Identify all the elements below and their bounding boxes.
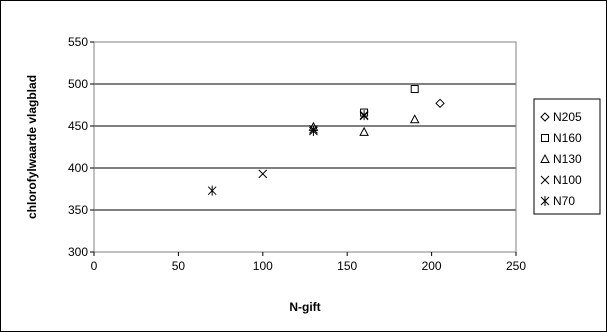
- legend-label-n100: N100: [553, 173, 582, 187]
- legend-label-n205: N205: [553, 110, 582, 124]
- x-tick-label: 0: [91, 259, 98, 273]
- legend: N205 N160 N130 N100 N70: [533, 98, 601, 215]
- y-axis-title: chlorofylwaarde vlagblad: [25, 75, 39, 219]
- x-tick-label: 100: [253, 259, 273, 273]
- x-tick-label: 50: [172, 259, 186, 273]
- x-tick-labels: 0 50 100 150 200 250: [91, 252, 526, 273]
- x-axis-title: N-gift: [289, 300, 320, 314]
- legend-label-n130: N130: [553, 152, 582, 166]
- data-point-n160: [410, 85, 419, 94]
- x-tick-label: 250: [506, 259, 526, 273]
- y-tick-label: 550: [68, 35, 88, 49]
- legend-marker-n160: [541, 134, 549, 142]
- y-tick-label: 400: [68, 161, 88, 175]
- legend-marker-n70: [540, 196, 550, 206]
- data-points: [207, 85, 445, 196]
- legend-label-n160: N160: [553, 131, 582, 145]
- y-tick-labels: 300 350 400 450 500 550: [68, 35, 94, 259]
- data-point-n205: [435, 98, 445, 109]
- legend-marker-n100: [540, 175, 550, 185]
- data-point-n130: [359, 126, 369, 136]
- data-point-n100: [258, 169, 268, 179]
- plot-area: [93, 41, 517, 253]
- legend-marker-n130: [540, 153, 550, 163]
- y-tick-label: 450: [68, 119, 88, 133]
- x-tick-label: 200: [422, 259, 442, 273]
- legend-box: [533, 98, 601, 215]
- x-tick-label: 150: [337, 259, 357, 273]
- y-tick-label: 500: [68, 77, 88, 91]
- legend-marker-n205: [540, 112, 550, 122]
- legend-label-n70: N70: [553, 194, 575, 208]
- y-tick-label: 350: [68, 203, 88, 217]
- gridlines: [94, 83, 516, 211]
- data-point-n130: [409, 114, 420, 124]
- data-point-n70: [359, 110, 369, 121]
- data-point-n70: [309, 126, 318, 137]
- y-tick-label: 300: [68, 245, 88, 259]
- legend-items: N205 N160 N130 N100 N70: [540, 110, 582, 208]
- data-point-n70: [207, 185, 217, 196]
